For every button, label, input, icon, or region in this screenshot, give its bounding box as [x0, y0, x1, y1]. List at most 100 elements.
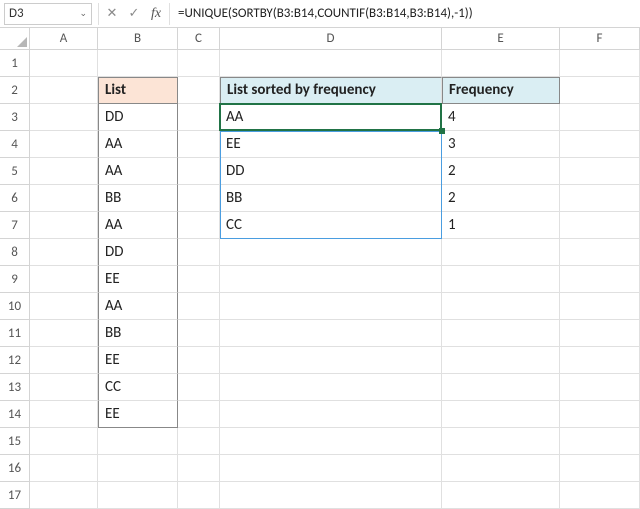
cell[interactable]	[30, 239, 98, 266]
row-header[interactable]: 11	[0, 320, 30, 347]
row-header[interactable]: 12	[0, 347, 30, 374]
cell[interactable]	[442, 320, 560, 347]
fx-button[interactable]: fx	[145, 3, 167, 25]
freq-item[interactable]: 3	[442, 131, 560, 158]
cell[interactable]	[220, 239, 442, 266]
row-header[interactable]: 13	[0, 374, 30, 401]
list-item[interactable]: BB	[98, 320, 178, 347]
cell[interactable]	[98, 482, 178, 509]
cell[interactable]	[560, 293, 640, 320]
cell[interactable]	[178, 212, 220, 239]
freq-header[interactable]: Frequency	[442, 77, 560, 104]
cell[interactable]	[98, 50, 178, 77]
row-header[interactable]: 1	[0, 50, 30, 77]
cancel-button[interactable]: ✕	[101, 3, 123, 25]
list-header[interactable]: List	[98, 77, 178, 104]
cell[interactable]	[220, 293, 442, 320]
row-header[interactable]: 6	[0, 185, 30, 212]
cell[interactable]	[30, 212, 98, 239]
cell[interactable]	[560, 158, 640, 185]
cell[interactable]	[30, 293, 98, 320]
cell[interactable]	[560, 347, 640, 374]
cell[interactable]	[30, 482, 98, 509]
cell[interactable]	[442, 239, 560, 266]
list-item[interactable]: DD	[98, 104, 178, 131]
cell[interactable]	[178, 158, 220, 185]
row-header[interactable]: 8	[0, 239, 30, 266]
sorted-header[interactable]: List sorted by frequency	[220, 77, 442, 104]
list-item[interactable]: EE	[98, 347, 178, 374]
cell[interactable]	[220, 428, 442, 455]
cell[interactable]	[30, 104, 98, 131]
cell[interactable]	[442, 347, 560, 374]
cell[interactable]	[178, 347, 220, 374]
cell[interactable]	[220, 50, 442, 77]
cell[interactable]	[560, 266, 640, 293]
row-header[interactable]: 7	[0, 212, 30, 239]
row-header[interactable]: 14	[0, 401, 30, 428]
cell[interactable]	[442, 455, 560, 482]
cell[interactable]	[442, 293, 560, 320]
freq-item[interactable]: 4	[442, 104, 560, 131]
cell[interactable]	[560, 131, 640, 158]
cell[interactable]	[560, 455, 640, 482]
row-header[interactable]: 9	[0, 266, 30, 293]
name-box[interactable]: D3 ⌄	[4, 3, 92, 25]
cell[interactable]	[560, 50, 640, 77]
sorted-item[interactable]: AA	[220, 104, 442, 131]
cell[interactable]	[30, 158, 98, 185]
list-item[interactable]: DD	[98, 239, 178, 266]
cell[interactable]	[560, 104, 640, 131]
cell[interactable]	[220, 320, 442, 347]
cell[interactable]	[560, 77, 640, 104]
row-header[interactable]: 17	[0, 482, 30, 509]
col-header-d[interactable]: D	[220, 28, 442, 49]
cell[interactable]	[30, 50, 98, 77]
cell[interactable]	[178, 50, 220, 77]
cell[interactable]	[220, 455, 442, 482]
cell[interactable]	[560, 239, 640, 266]
cell[interactable]	[178, 455, 220, 482]
cell[interactable]	[178, 131, 220, 158]
cell[interactable]	[220, 374, 442, 401]
cell[interactable]	[220, 347, 442, 374]
freq-item[interactable]: 2	[442, 158, 560, 185]
col-header-b[interactable]: B	[98, 28, 178, 49]
cell[interactable]	[178, 320, 220, 347]
list-item[interactable]: AA	[98, 212, 178, 239]
row-header[interactable]: 2	[0, 77, 30, 104]
list-item[interactable]: EE	[98, 401, 178, 428]
cell[interactable]	[560, 374, 640, 401]
cell[interactable]	[178, 104, 220, 131]
sorted-item[interactable]: EE	[220, 131, 442, 158]
col-header-f[interactable]: F	[560, 28, 640, 49]
row-header[interactable]: 10	[0, 293, 30, 320]
cell[interactable]	[560, 482, 640, 509]
cell[interactable]	[560, 401, 640, 428]
cell[interactable]	[30, 320, 98, 347]
cell[interactable]	[178, 185, 220, 212]
row-header[interactable]: 5	[0, 158, 30, 185]
list-item[interactable]: AA	[98, 158, 178, 185]
cell[interactable]	[220, 401, 442, 428]
cell[interactable]	[178, 77, 220, 104]
list-item[interactable]: BB	[98, 185, 178, 212]
cell[interactable]	[560, 185, 640, 212]
cell[interactable]	[98, 428, 178, 455]
cell[interactable]	[30, 185, 98, 212]
sorted-item[interactable]: DD	[220, 158, 442, 185]
col-header-c[interactable]: C	[178, 28, 220, 49]
cell[interactable]	[560, 428, 640, 455]
cell[interactable]	[560, 320, 640, 347]
list-item[interactable]: CC	[98, 374, 178, 401]
cell[interactable]	[30, 428, 98, 455]
cell[interactable]	[178, 266, 220, 293]
cell[interactable]	[30, 131, 98, 158]
cell[interactable]	[178, 482, 220, 509]
cell[interactable]	[220, 482, 442, 509]
cell[interactable]	[442, 428, 560, 455]
list-item[interactable]: AA	[98, 131, 178, 158]
col-header-a[interactable]: A	[30, 28, 98, 49]
cell[interactable]	[30, 266, 98, 293]
cell[interactable]	[30, 347, 98, 374]
